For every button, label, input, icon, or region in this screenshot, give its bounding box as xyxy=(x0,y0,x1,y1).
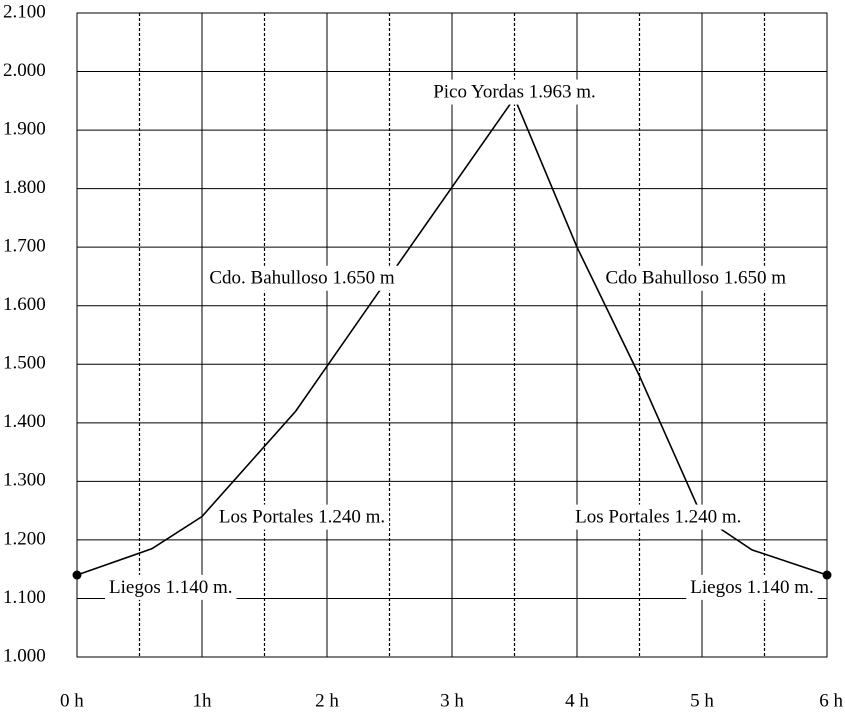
annotation-background xyxy=(686,574,818,600)
annotation-label: Liegos 1.140 m. xyxy=(109,577,233,598)
annotation-label: Los Portales 1.240 m. xyxy=(219,507,385,528)
x-tick-label: 6 h xyxy=(819,690,843,711)
x-tick-label: 1h xyxy=(193,690,213,711)
y-tick-label: 1.000 xyxy=(3,645,46,666)
grid xyxy=(76,12,828,658)
x-tick-label: 4 h xyxy=(565,690,589,711)
x-tick-label: 2 h xyxy=(315,690,339,711)
annotation-label: Cdo. Bahulloso 1.650 m xyxy=(209,268,394,289)
y-tick-label: 1.800 xyxy=(3,177,46,198)
y-tick-label: 1.900 xyxy=(3,118,46,139)
y-tick-label: 1.200 xyxy=(3,528,46,549)
y-tick-label: 1.100 xyxy=(3,587,46,608)
annotation-background xyxy=(601,265,791,291)
y-tick-label: 1.500 xyxy=(3,353,46,374)
x-tick-label: 0 h xyxy=(60,690,84,711)
annotation-background xyxy=(571,504,746,530)
y-tick-label: 1.600 xyxy=(3,294,46,315)
annotation-background xyxy=(214,504,390,530)
y-tick-label: 1.400 xyxy=(3,411,46,432)
x-tick-label: 3 h xyxy=(440,690,464,711)
annotation-label: Pico Yordas 1.963 m. xyxy=(433,82,596,103)
annotation-background xyxy=(105,574,237,600)
tick-labels: 1.000 1.100 1.200 1.300 1.400 1.500 1.600 1.700… xyxy=(3,1,844,711)
y-tick-label: 2.100 xyxy=(3,1,46,22)
y-tick-label: 1.300 xyxy=(3,470,46,491)
annotation-background xyxy=(429,79,600,105)
annotation-label: Cdo Bahulloso 1.650 m xyxy=(605,268,786,289)
annotation-background xyxy=(205,265,399,291)
annotation-label: Liegos 1.140 m. xyxy=(690,577,814,598)
annotation-label: Los Portales 1.240 m. xyxy=(575,507,741,528)
y-tick-label: 2.000 xyxy=(3,60,46,81)
x-tick-label: 5 h xyxy=(690,690,714,711)
y-tick-label: 1.700 xyxy=(3,236,46,257)
annotations: Pico Yordas 1.963 m. Cdo. Bahulloso 1.650… xyxy=(105,79,818,600)
plot-frame xyxy=(76,12,828,658)
